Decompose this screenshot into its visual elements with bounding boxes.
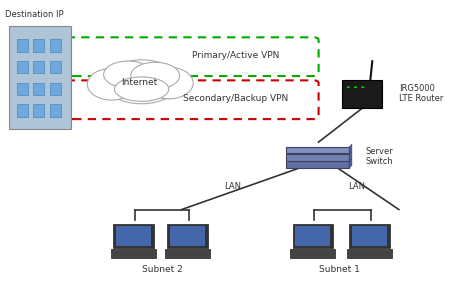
Text: IRG5000
LTE Router: IRG5000 LTE Router	[399, 84, 443, 103]
Circle shape	[361, 86, 364, 88]
Bar	[34, 61, 44, 73]
Text: Internet: Internet	[121, 78, 157, 87]
Bar	[286, 161, 349, 168]
Bar	[290, 249, 335, 258]
Bar	[349, 224, 389, 248]
Bar	[352, 226, 387, 246]
Bar	[170, 226, 205, 246]
Bar	[17, 61, 28, 73]
Bar	[50, 61, 61, 73]
Bar	[113, 224, 153, 248]
Circle shape	[346, 86, 350, 88]
Text: LAN: LAN	[348, 182, 365, 191]
Polygon shape	[349, 144, 352, 154]
Ellipse shape	[103, 60, 179, 104]
Bar	[17, 83, 28, 95]
Ellipse shape	[144, 67, 193, 99]
Text: Subnet 1: Subnet 1	[320, 265, 360, 274]
Bar	[9, 26, 71, 129]
Bar	[34, 39, 44, 52]
Text: Destination IP: Destination IP	[5, 10, 63, 19]
Text: Secondary/Backup VPN: Secondary/Backup VPN	[184, 94, 288, 103]
Polygon shape	[349, 159, 352, 168]
Bar	[34, 104, 44, 117]
Bar	[286, 147, 349, 154]
Bar	[111, 249, 156, 258]
Bar	[50, 39, 61, 52]
Bar	[50, 104, 61, 117]
Circle shape	[354, 86, 357, 88]
Text: Server
Switch: Server Switch	[366, 147, 394, 166]
Bar	[347, 249, 392, 258]
Bar	[116, 226, 151, 246]
Ellipse shape	[87, 68, 136, 100]
Bar	[165, 249, 210, 258]
Text: LAN: LAN	[224, 182, 241, 191]
Bar	[168, 224, 208, 248]
Bar	[17, 39, 28, 52]
Text: Primary/Active VPN: Primary/Active VPN	[192, 51, 280, 60]
Bar	[34, 83, 44, 95]
Bar	[295, 226, 330, 246]
Bar	[50, 83, 61, 95]
Text: Subnet 2: Subnet 2	[143, 265, 183, 274]
Bar	[293, 224, 333, 248]
Bar	[342, 80, 382, 108]
Ellipse shape	[131, 62, 179, 89]
Bar	[17, 104, 28, 117]
Ellipse shape	[114, 77, 169, 101]
Polygon shape	[349, 152, 352, 161]
Bar	[286, 154, 349, 161]
Ellipse shape	[104, 61, 152, 88]
